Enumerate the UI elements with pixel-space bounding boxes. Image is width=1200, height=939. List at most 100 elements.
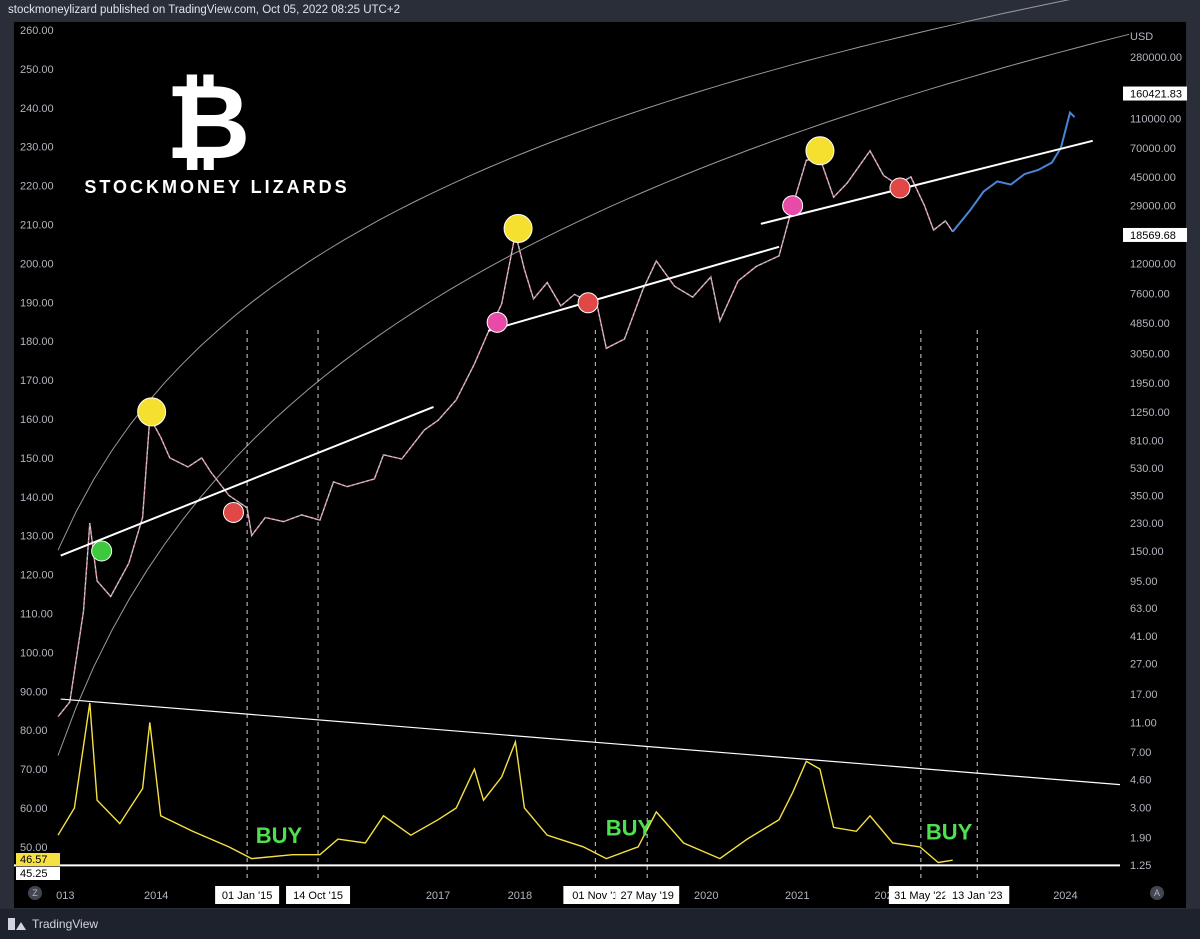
indicator-downtrend-line: [60, 698, 1121, 786]
buy-label: BUY: [606, 815, 653, 840]
x-axis-tick: 013: [56, 890, 74, 902]
right-axis-tick: 41.00: [1130, 631, 1158, 643]
left-axis-tick: 100.00: [20, 647, 54, 659]
x-axis-tick: 2021: [785, 890, 809, 902]
right-axis-tick: 530.00: [1130, 463, 1164, 475]
right-axis-tick: 95.00: [1130, 576, 1158, 588]
right-axis-tick: 3050.00: [1130, 348, 1170, 360]
x-axis-date-label: 27 May '19: [620, 890, 673, 902]
pink-marker: [782, 195, 804, 217]
right-axis-tick: 7600.00: [1130, 289, 1170, 301]
indicator-last-value-tag: [16, 853, 60, 866]
tradingview-logo-icon: [8, 918, 26, 930]
right-axis-tick: 18569.68: [1130, 230, 1176, 242]
left-axis-tick: 180.00: [20, 336, 54, 348]
trend-line: [760, 139, 1093, 225]
x-axis-date-label: 13 Jan '23: [952, 890, 1002, 902]
right-axis-tick: 17.00: [1130, 689, 1158, 701]
x-axis-date-tag: [615, 886, 680, 904]
right-axis-tick: 29000.00: [1130, 201, 1176, 213]
left-axis-tick: 160.00: [20, 414, 54, 426]
left-axis-tick: 120.00: [20, 570, 54, 582]
left-axis-tick: 80.00: [20, 725, 48, 737]
right-axis-tick: 4.60: [1130, 775, 1151, 787]
right-axis-tick: 1950.00: [1130, 378, 1170, 390]
right-axis-tick: 230.00: [1130, 518, 1164, 530]
x-axis-tick: 2017: [426, 890, 450, 902]
left-axis-tick: 190.00: [20, 297, 54, 309]
price-candle-accent: [57, 150, 954, 717]
x-axis-date-label: 01 Jan '15: [222, 890, 272, 902]
left-axis-tick: 250.00: [20, 64, 54, 76]
right-axis-tick: 45000.00: [1130, 172, 1176, 184]
indicator-floor-value: 45.25: [20, 868, 48, 880]
right-axis-price-tag: [1123, 227, 1187, 242]
trend-line: [60, 405, 434, 557]
x-axis-tick: 2024: [1053, 890, 1077, 902]
left-axis-tick: 150.00: [20, 453, 54, 465]
left-axis-tick: 70.00: [20, 764, 48, 776]
x-axis-tick: 2020: [694, 890, 718, 902]
upper-channel-line: [57, 0, 1071, 551]
buy-label: BUY: [256, 823, 303, 848]
x-axis-date-label: 01 Nov '1: [572, 890, 618, 902]
right-axis-tick: 1.25: [1130, 860, 1151, 872]
right-axis-tick: 7.00: [1130, 747, 1151, 759]
x-axis-date-tag: [563, 886, 628, 904]
red-marker: [577, 292, 599, 314]
right-axis-tick: 63.00: [1130, 603, 1158, 615]
lower-channel-line: [57, 33, 1130, 756]
auto-scale-button[interactable]: A: [1150, 886, 1164, 900]
peak-marker: [805, 136, 835, 166]
indicator-last-value: 46.57: [20, 854, 48, 866]
right-axis-tick: 160421.83: [1130, 89, 1182, 101]
right-axis-tick: 1250.00: [1130, 407, 1170, 419]
x-axis-date-tag: [945, 886, 1010, 904]
red-marker: [889, 177, 911, 199]
chart-background: [14, 22, 1186, 908]
left-axis-tick: 210.00: [20, 220, 54, 232]
trend-line: [487, 245, 780, 332]
x-axis-date-label: 31 May '22: [894, 890, 947, 902]
left-axis-tick: 110.00: [20, 609, 53, 621]
x-axis-date-tag: [888, 886, 953, 904]
timezone-button[interactable]: Z: [28, 886, 42, 900]
right-axis-tick: 12000.00: [1130, 259, 1176, 271]
right-axis-tick: 70000.00: [1130, 143, 1176, 155]
left-axis-tick: 230.00: [20, 142, 54, 154]
bitcoin-logo: ₿: [166, 65, 251, 181]
x-axis-date-tag: [215, 886, 280, 904]
right-axis-tick: 150.00: [1130, 546, 1164, 558]
right-axis-tick: 280000.00: [1130, 52, 1182, 64]
x-axis-tick: 202: [874, 890, 892, 902]
right-axis-tick: 350.00: [1130, 490, 1164, 502]
brand-name: STOCKMONEY LIZARDS: [84, 177, 349, 197]
right-axis-tick: 11.00: [1130, 717, 1157, 729]
left-axis-tick: 60.00: [20, 803, 48, 815]
left-axis-tick: 130.00: [20, 531, 54, 543]
buy-label: BUY: [926, 819, 973, 844]
x-axis-date-label: 14 Oct '15: [293, 890, 343, 902]
left-axis-tick: 220.00: [20, 181, 54, 193]
btc-chart[interactable]: BUY BUY BUY ₿ STOCKMONEY LIZARDS 260.00 250…: [0, 0, 1200, 909]
pink-marker: [486, 311, 508, 333]
right-axis-tick: 3.00: [1130, 803, 1151, 815]
left-axis-tick: 240.00: [20, 103, 54, 115]
green-marker: [91, 540, 113, 562]
left-axis-tick: 260.00: [20, 25, 54, 37]
peak-marker: [137, 397, 167, 427]
right-axis-tick: 4850.00: [1130, 318, 1170, 330]
tradingview-footer: TradingView: [0, 909, 1200, 939]
left-axis-tick: 200.00: [20, 258, 54, 270]
right-axis-tick: 27.00: [1130, 658, 1158, 670]
left-axis-tick: 140.00: [20, 492, 54, 504]
left-axis-tick: 170.00: [20, 375, 54, 387]
indicator-floor-tag: [16, 867, 60, 880]
x-axis-tick: 2018: [508, 890, 532, 902]
tradingview-logo[interactable]: TradingView: [8, 917, 98, 931]
x-axis-tick: 2014: [144, 890, 168, 902]
right-axis-tick: 1.90: [1130, 833, 1151, 845]
right-axis-tick: 110000.00: [1130, 113, 1181, 125]
peak-marker: [503, 213, 533, 243]
